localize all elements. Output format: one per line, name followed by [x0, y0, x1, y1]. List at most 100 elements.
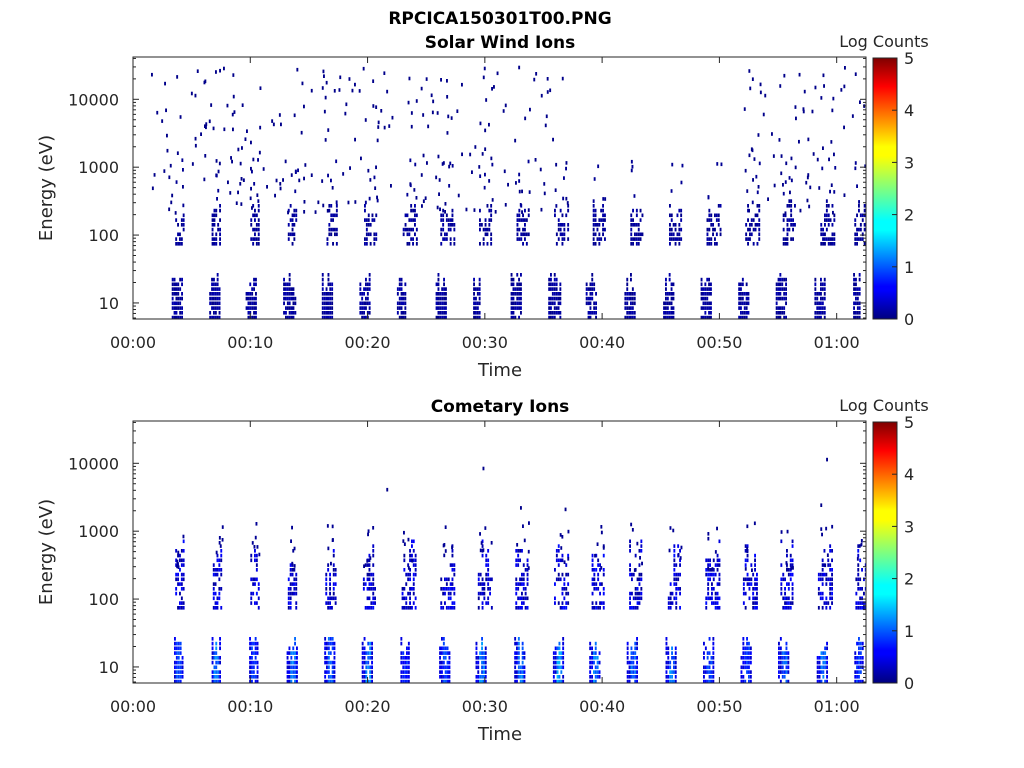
mid-energy-cell	[561, 242, 564, 246]
low-energy-cell	[404, 665, 407, 670]
mid-energy-cell	[254, 601, 256, 605]
mid-energy-cell	[220, 606, 223, 610]
low-energy-cell	[296, 679, 298, 683]
low-energy-cell	[853, 311, 855, 315]
mid-energy-scatter	[293, 546, 296, 551]
mid-energy-scatter	[707, 532, 710, 536]
low-energy-cell	[589, 641, 592, 646]
low-energy-cell	[518, 306, 520, 310]
low-energy-cell	[826, 670, 828, 674]
high-energy-scatter	[481, 152, 484, 156]
mid-energy-scatter	[182, 534, 185, 539]
mid-energy-cell	[855, 601, 858, 605]
low-energy-cell	[288, 679, 291, 683]
mid-energy-cell	[325, 591, 328, 596]
high-energy-scatter	[409, 182, 412, 186]
high-energy-scatter	[504, 203, 507, 207]
high-energy-scatter	[762, 112, 765, 117]
mid-energy-cell	[864, 606, 866, 610]
high-energy-scatter	[303, 210, 306, 214]
low-energy-cell	[779, 311, 782, 315]
high-energy-scatter	[802, 109, 805, 114]
high-energy-scatter	[565, 196, 568, 201]
high-energy-scatter	[296, 67, 299, 72]
low-energy-cell	[556, 670, 559, 674]
low-energy-cell	[445, 287, 447, 291]
mid-energy-cell	[594, 213, 597, 218]
low-energy-cell	[331, 311, 334, 315]
low-energy-cell	[294, 660, 296, 665]
low-energy-cell	[706, 292, 709, 296]
low-energy-cell	[555, 282, 558, 287]
low-energy-cell	[245, 306, 248, 310]
mid-energy-cell	[856, 227, 858, 232]
low-energy-cell	[702, 301, 705, 306]
low-energy-cell	[785, 665, 788, 670]
mid-energy-cell	[405, 601, 408, 605]
high-energy-scatter	[809, 185, 812, 190]
mid-energy-cell	[829, 237, 832, 241]
high-energy-scatter	[280, 122, 282, 127]
mid-energy-cell	[485, 563, 488, 567]
mid-energy-cell	[705, 568, 708, 572]
low-energy-cell	[555, 311, 558, 315]
low-energy-cell	[589, 292, 592, 296]
mid-energy-cell	[526, 606, 529, 610]
low-energy-cell	[816, 675, 819, 679]
mid-energy-cell	[561, 553, 564, 558]
low-energy-cell	[327, 306, 330, 310]
low-energy-cell	[174, 637, 176, 641]
mid-energy-cell	[481, 553, 484, 558]
mid-energy-cell	[669, 213, 671, 218]
low-energy-cell	[368, 273, 371, 277]
low-energy-cell	[441, 315, 444, 319]
low-energy-cell	[290, 675, 293, 679]
colorbar-tick-label: 5	[904, 49, 914, 68]
mid-energy-cell	[635, 213, 638, 218]
mid-energy-cell	[520, 237, 523, 241]
mid-energy-cell	[218, 563, 221, 567]
low-energy-cell	[435, 315, 438, 319]
low-energy-cell	[404, 656, 407, 660]
mid-energy-cell	[488, 227, 491, 232]
low-energy-cell	[708, 282, 710, 287]
low-energy-cell	[288, 315, 291, 319]
low-energy-cell	[674, 646, 677, 651]
mid-energy-cell	[372, 572, 375, 577]
low-energy-cell	[333, 656, 336, 660]
high-energy-scatter	[444, 210, 446, 214]
mid-energy-cell	[526, 572, 529, 577]
isolated-point	[820, 503, 823, 507]
mid-energy-cell	[522, 232, 524, 237]
low-energy-cell	[743, 315, 746, 319]
low-energy-cell	[483, 679, 485, 683]
mid-energy-cell	[600, 208, 603, 213]
low-energy-cell	[333, 651, 336, 655]
low-energy-cell	[777, 282, 780, 287]
low-energy-cell	[710, 679, 713, 683]
mid-energy-scatter	[716, 526, 718, 531]
low-energy-cell	[824, 679, 827, 683]
mid-energy-cell	[481, 587, 484, 591]
low-energy-cell	[670, 301, 673, 306]
mid-energy-cell	[372, 577, 375, 582]
mid-energy-cell	[335, 232, 338, 237]
mid-energy-cell	[821, 568, 824, 572]
low-energy-cell	[781, 306, 784, 310]
mid-energy-cell	[220, 549, 223, 553]
high-energy-scatter	[331, 186, 334, 190]
mid-energy-cell	[335, 213, 338, 218]
mid-energy-cell	[706, 227, 709, 232]
low-energy-cell	[510, 273, 513, 277]
high-energy-scatter	[250, 140, 252, 145]
mid-energy-cell	[487, 596, 490, 601]
low-energy-cell	[672, 296, 675, 301]
low-energy-cell	[591, 282, 594, 287]
low-energy-cell	[517, 675, 520, 679]
mid-energy-cell	[515, 601, 518, 605]
mid-energy-cell	[600, 218, 603, 222]
mid-energy-scatter	[792, 566, 794, 570]
low-energy-cell	[402, 311, 405, 315]
mid-energy-cell	[565, 587, 568, 591]
low-energy-cell	[516, 273, 519, 277]
